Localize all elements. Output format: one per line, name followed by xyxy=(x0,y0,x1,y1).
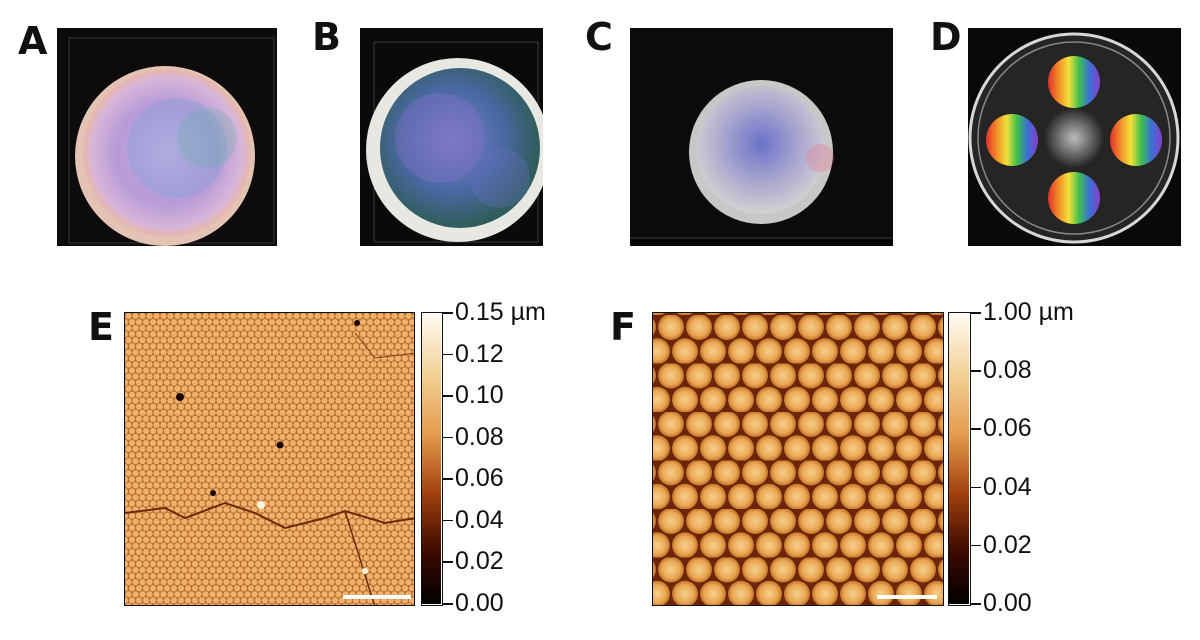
colorbar-e xyxy=(421,312,443,606)
colorbar-tick-e-1 xyxy=(443,353,453,356)
colorbar-tick-label-e-1: 0.12 xyxy=(455,339,504,368)
afm-image-f xyxy=(652,312,944,606)
colorbar-tick-e-4 xyxy=(443,478,453,480)
panel-label-e: E xyxy=(88,305,114,349)
colorbar-tick-label-e-0: 0.15 µm xyxy=(455,298,546,326)
panel-label-c: C xyxy=(585,15,613,59)
colorbar-tick-f-2 xyxy=(971,428,981,430)
photo-panel-d xyxy=(968,28,1181,246)
colorbar-tick-label-f-5: 0.00 xyxy=(983,589,1032,617)
colorbar-tick-e-7 xyxy=(443,603,453,605)
panel-label-a: A xyxy=(18,19,48,63)
colorbar-tick-label-e-6: 0.02 xyxy=(455,547,504,576)
panel-label-f: F xyxy=(610,305,636,349)
colorbar-tick-label-e-3: 0.08 xyxy=(455,422,504,451)
photo-panel-c xyxy=(630,28,893,246)
colorbar-tick-label-f-3: 0.04 xyxy=(983,472,1032,501)
photo-panel-a xyxy=(57,28,277,246)
colorbar-tick-e-2 xyxy=(443,395,453,397)
colorbar-tick-label-f-0: 1.00 µm xyxy=(983,298,1074,326)
colorbar-tick-label-e-4: 0.06 xyxy=(455,464,504,493)
colorbar-tick-e-0 xyxy=(443,312,453,314)
colorbar-tick-label-f-2: 0.06 xyxy=(983,414,1032,443)
scale-bar-e xyxy=(343,595,411,599)
colorbar-tick-f-1 xyxy=(971,370,981,372)
colorbar-tick-label-f-1: 0.08 xyxy=(983,356,1032,385)
scale-bar-f xyxy=(877,595,937,599)
afm-image-e xyxy=(124,312,415,606)
colorbar-tick-e-5 xyxy=(443,519,453,522)
colorbar-tick-e-6 xyxy=(443,561,453,563)
colorbar-tick-label-f-4: 0.02 xyxy=(983,530,1032,559)
colorbar-tick-f-5 xyxy=(971,603,981,605)
colorbar-tick-f-3 xyxy=(971,486,981,489)
photo-panel-b xyxy=(360,28,543,246)
panel-label-b: B xyxy=(312,15,341,59)
panel-label-d: D xyxy=(930,15,962,59)
colorbar-f xyxy=(948,312,971,606)
colorbar-tick-f-4 xyxy=(971,544,981,547)
colorbar-tick-label-e-5: 0.04 xyxy=(455,505,504,534)
colorbar-tick-label-e-2: 0.10 xyxy=(455,381,504,410)
colorbar-tick-label-e-7: 0.00 xyxy=(455,589,504,617)
colorbar-tick-e-3 xyxy=(443,436,453,439)
colorbar-tick-f-0 xyxy=(971,312,981,314)
